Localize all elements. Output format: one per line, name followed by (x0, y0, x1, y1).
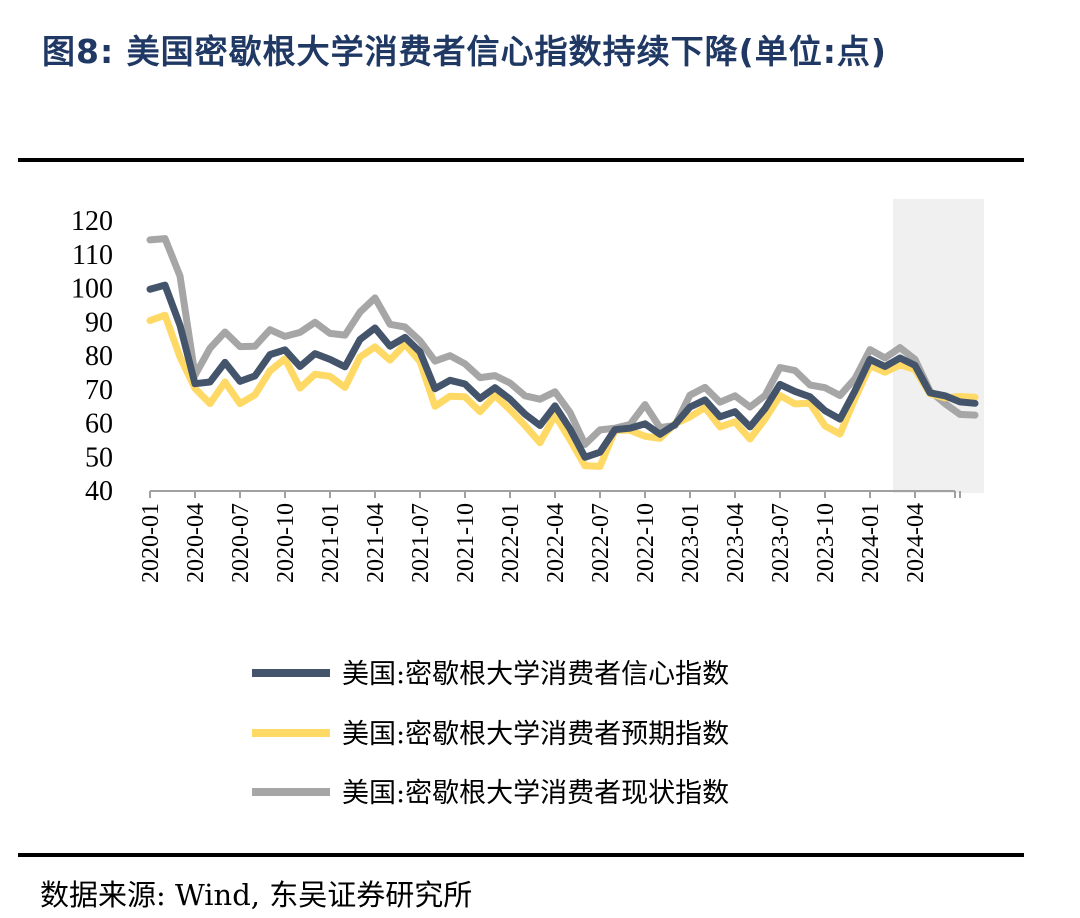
x-tick-label: 2020-10 (273, 503, 299, 583)
title-rule (18, 158, 1024, 162)
x-tick-label: 2020-01 (138, 503, 164, 583)
y-tick-label: 60 (85, 409, 113, 440)
x-tick-label: 2021-04 (363, 503, 389, 583)
x-tick-label: 2024-01 (858, 503, 884, 583)
y-tick-label: 70 (85, 375, 113, 406)
x-tick-label: 2024-04 (903, 503, 929, 583)
legend-label-3: 美国:密歇根大学消费者现状指数 (342, 778, 729, 809)
source-rule (18, 853, 1024, 857)
legend-label-1: 美国:密歇根大学消费者信心指数 (342, 659, 729, 690)
series-line-3 (146, 235, 979, 448)
y-tick-label: 80 (85, 341, 113, 372)
legend-layer: 美国:密歇根大学消费者信心指数美国:密歇根大学消费者预期指数美国:密歇根大学消费… (252, 659, 729, 809)
y-tick-label: 100 (71, 274, 113, 305)
x-tick-label: 2021-01 (318, 503, 344, 583)
x-tick-label: 2022-01 (498, 503, 524, 583)
y-tick-label: 120 (71, 206, 113, 237)
x-tick-label: 2023-10 (813, 503, 839, 583)
y-tick-label: 110 (72, 240, 113, 271)
series-line-1 (146, 281, 979, 461)
x-tick-label: 2021-07 (408, 503, 434, 583)
legend-label-2: 美国:密歇根大学消费者预期指数 (342, 719, 729, 750)
y-tick-label: 50 (85, 442, 113, 473)
x-tick-label: 2020-04 (183, 503, 209, 583)
x-tick-label: 2020-07 (228, 503, 254, 583)
highlight-band-layer (893, 199, 984, 493)
x-tick-label: 2022-04 (543, 503, 569, 583)
x-tick-label: 2021-10 (453, 503, 479, 583)
highlight-band (893, 199, 984, 493)
source-note: 数据来源: Wind, 东吴证券研究所 (40, 878, 473, 912)
y-tick-label: 40 (85, 476, 113, 507)
x-tick-label: 2023-04 (723, 503, 749, 583)
series-layer (146, 235, 979, 470)
figure-title: 图8: 美国密歇根大学消费者信心指数持续下降(单位:点) (42, 32, 888, 71)
y-tick-label: 90 (85, 307, 113, 338)
x-tick-label: 2022-10 (633, 503, 659, 583)
x-tick-label: 2023-07 (768, 503, 794, 583)
series-line-2 (146, 311, 979, 470)
x-tick-label: 2023-01 (678, 503, 704, 583)
x-tick-label: 2022-07 (588, 503, 614, 583)
